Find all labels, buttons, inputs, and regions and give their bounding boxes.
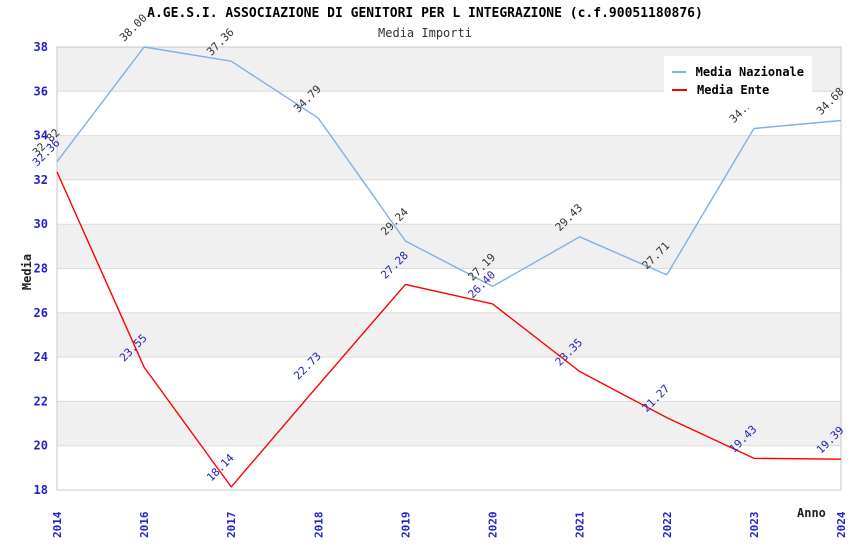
y-tick-label: 30 [34,217,48,231]
x-tick-label: 2016 [138,511,151,538]
x-tick-label: 2024 [835,511,848,538]
y-tick-label: 24 [34,350,48,364]
x-tick-label: 2020 [487,512,500,539]
y-tick-label: 22 [34,394,48,408]
y-tick-label: 34 [34,129,48,143]
series-line-media-ente [56,171,842,488]
data-label-media-nazionale: 38.00 [117,12,150,45]
x-tick-label: 2014 [51,511,64,538]
plot-band [57,135,841,180]
series-line-media-nazionale [56,46,842,288]
x-axis-label: Anno [797,506,826,520]
legend-item-media-nazionale: Media Nazionale [672,64,804,80]
chart-subtitle: Media Importi [378,26,472,40]
x-tick-label: 2017 [225,512,238,539]
x-tick-label: 2021 [574,511,587,538]
y-tick-label: 18 [34,483,48,497]
legend-swatch-media-nazionale [672,71,686,73]
legend-label-media-ente: Media Ente [697,83,770,97]
chart-legend: Media Nazionale Media Ente [664,56,812,108]
y-tick-label: 20 [34,439,48,453]
plot-border [56,46,842,491]
legend-swatch-media-ente [672,89,687,91]
plot-band [57,312,841,358]
legend-item-media-ente: Media Ente [672,82,804,98]
chart-title: A.GE.S.I. ASSOCIAZIONE DI GENITORI PER L… [147,6,703,21]
y-tick-label: 26 [34,306,48,320]
y-tick-label: 28 [34,262,48,276]
x-tick-label: 2022 [661,512,674,539]
y-tick-label: 38 [34,40,48,54]
plot-band [57,224,841,269]
y-tick-label: 36 [34,84,48,98]
legend-label-media-nazionale: Media Nazionale [695,65,804,79]
x-tick-label: 2023 [748,512,761,539]
y-tick-label: 32 [34,173,48,187]
x-tick-label: 2019 [399,512,412,539]
x-tick-label: 2018 [312,512,325,539]
